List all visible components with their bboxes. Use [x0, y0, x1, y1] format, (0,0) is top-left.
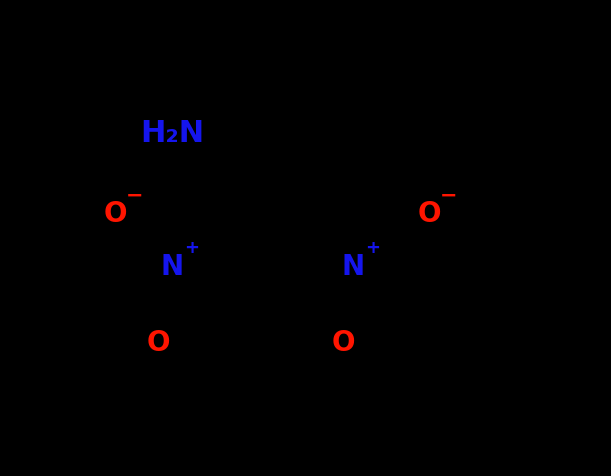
- Text: H₂N: H₂N: [140, 119, 204, 148]
- Text: O: O: [103, 200, 127, 228]
- Text: O: O: [417, 200, 441, 228]
- Text: −: −: [125, 185, 143, 205]
- Text: −: −: [439, 185, 457, 205]
- Text: O: O: [332, 329, 356, 357]
- Text: +: +: [365, 238, 379, 257]
- Text: O: O: [146, 329, 170, 357]
- Text: N: N: [161, 253, 184, 280]
- Text: +: +: [184, 238, 199, 257]
- Text: N: N: [342, 253, 365, 280]
